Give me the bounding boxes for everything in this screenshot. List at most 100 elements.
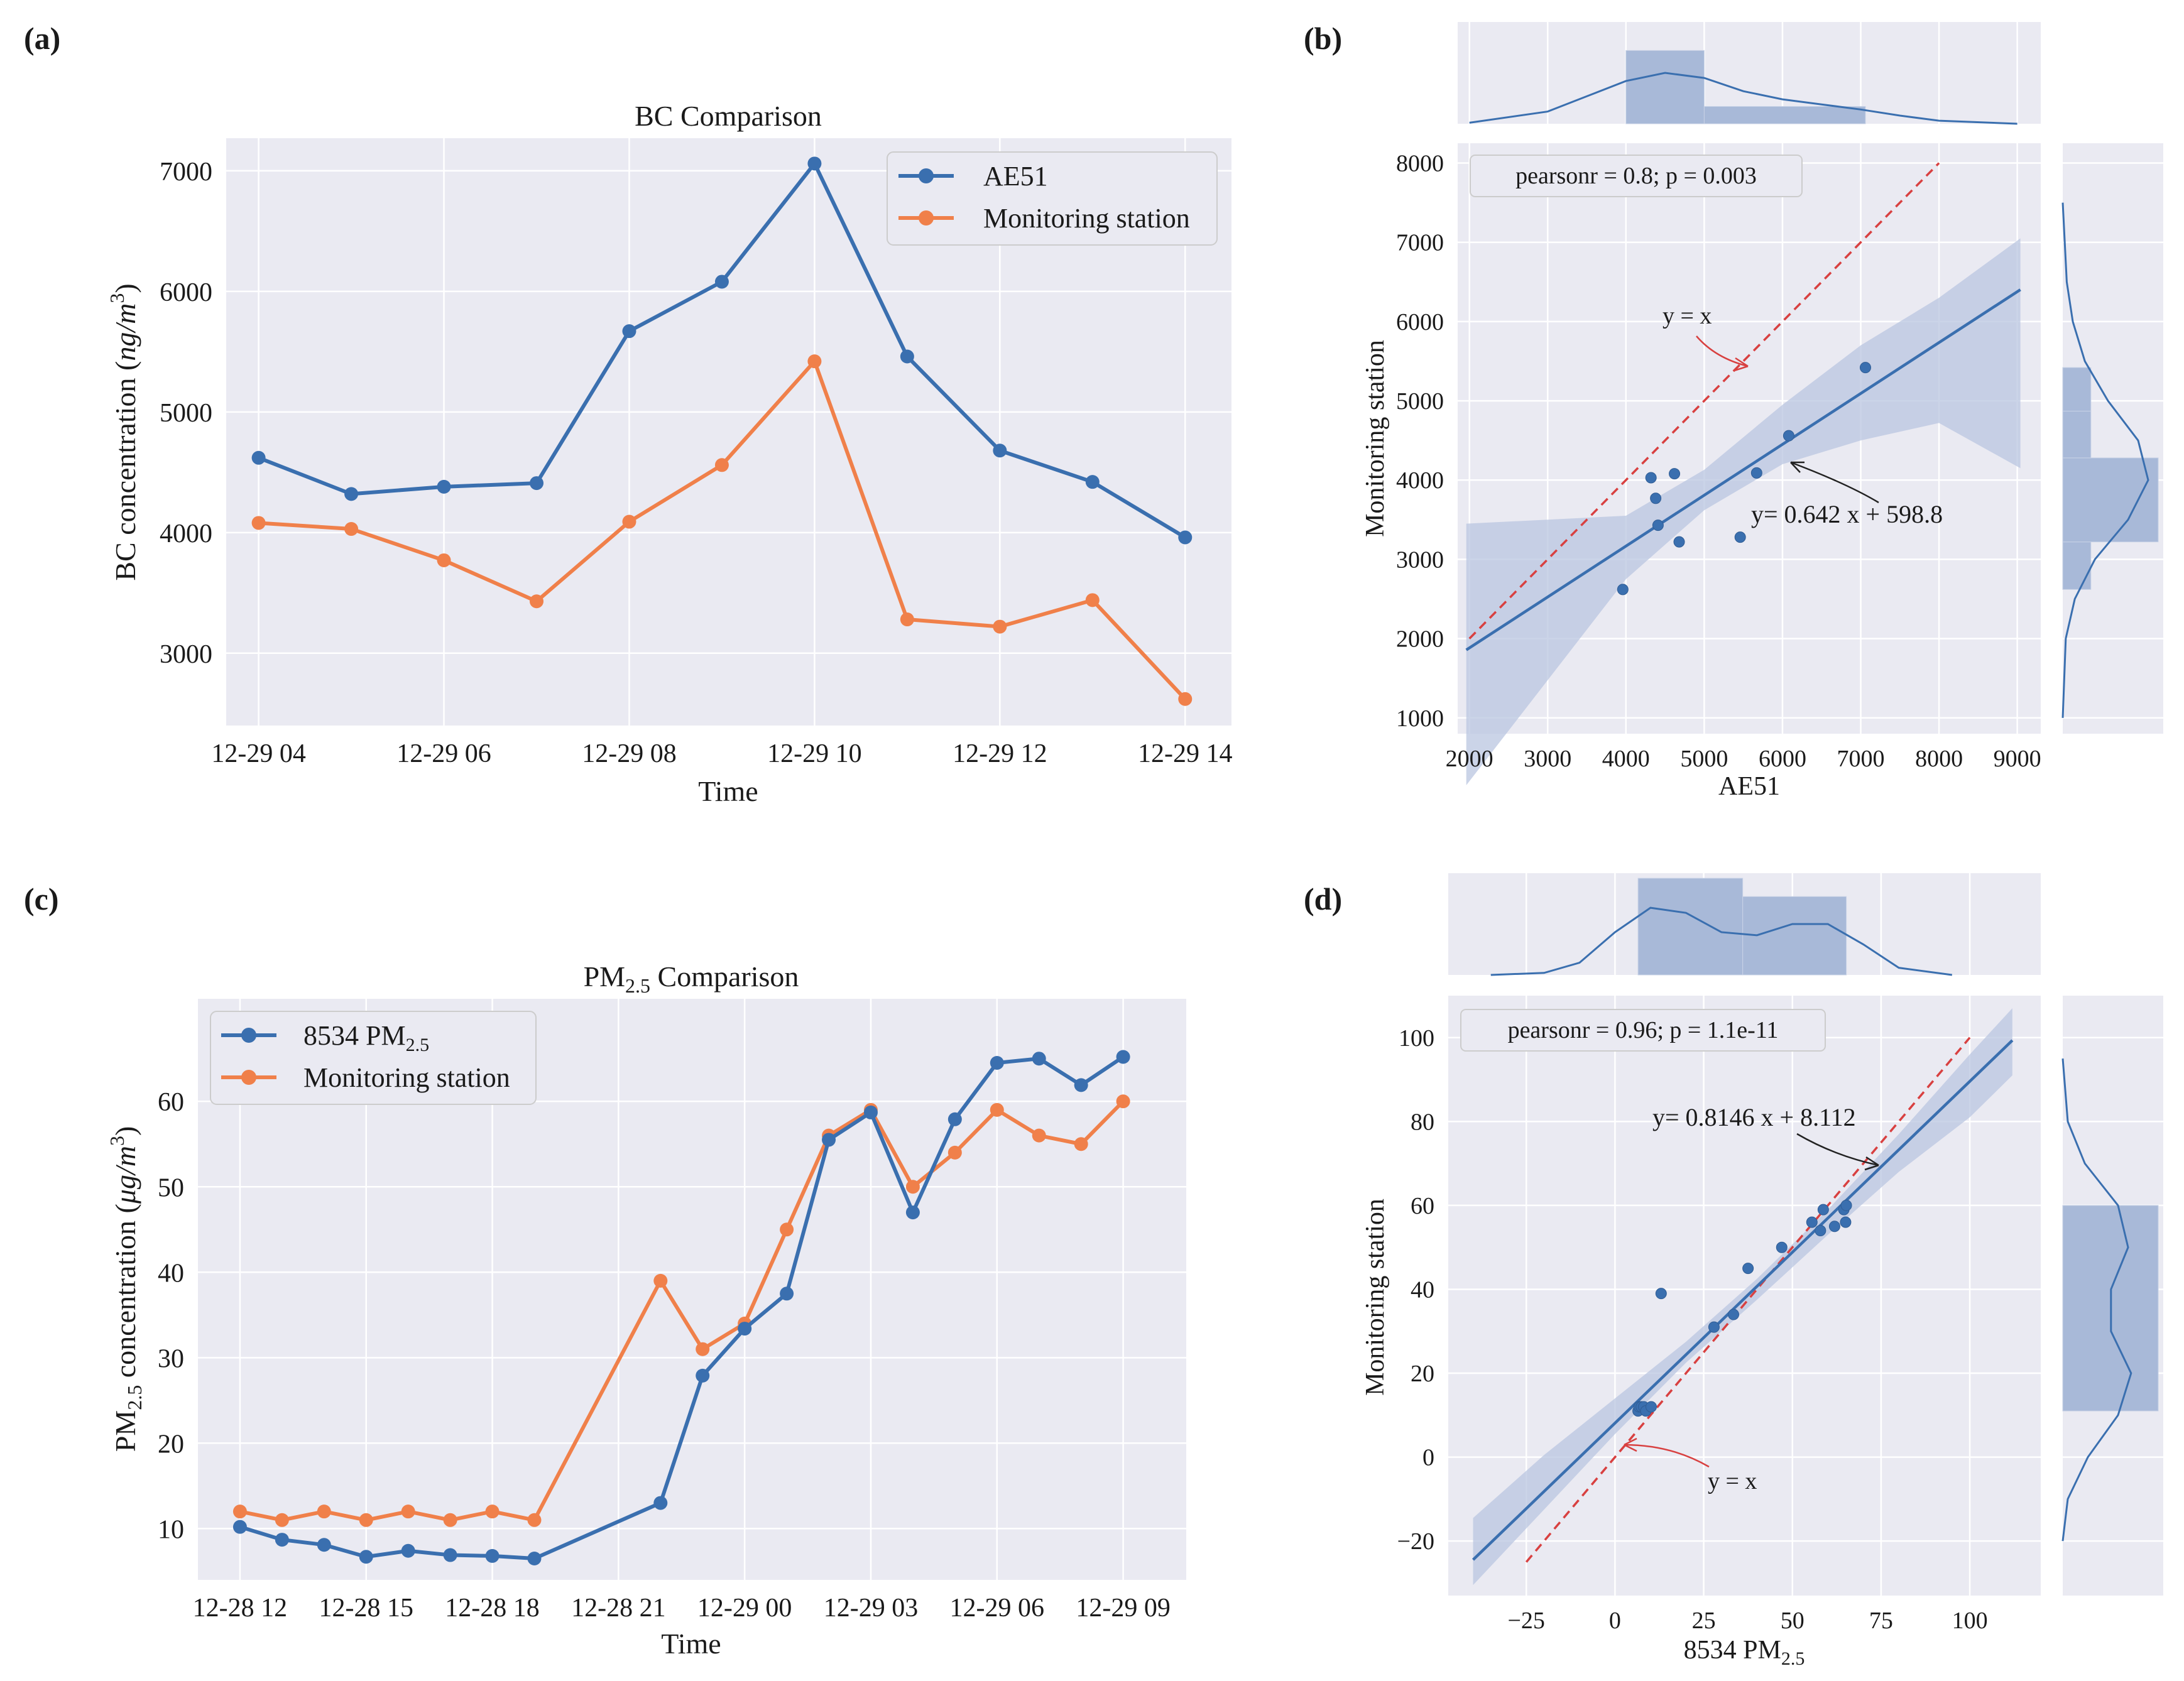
data-point	[344, 487, 359, 501]
x-tick-label: 75	[1869, 1608, 1893, 1634]
scatter-point	[1840, 1216, 1852, 1228]
chart-b-ylabel: Monitoring station	[1361, 340, 1390, 537]
x-tick-label: 12-29 09	[1076, 1594, 1171, 1623]
y-tick-label: 3000	[160, 640, 212, 669]
y-tick-label: 80	[1411, 1109, 1434, 1135]
x-tick-label: 12-29 10	[767, 739, 862, 768]
chart-b-top-histogram	[1468, 22, 2018, 125]
chart-a-series	[251, 156, 1193, 706]
scatter-point	[1727, 1308, 1739, 1320]
scatter-point	[1859, 362, 1871, 374]
x-tick-label: 5000	[1680, 746, 1728, 772]
data-point	[696, 1342, 710, 1356]
data-point	[622, 324, 636, 339]
legend-label-monitoring: Monitoring station	[303, 1062, 510, 1093]
y-tick-label: 7000	[160, 158, 212, 187]
kde-curve	[1490, 906, 1953, 976]
x-tick-label: 12-28 12	[193, 1594, 288, 1623]
y-tick-label: 40	[158, 1259, 184, 1288]
y-tick-label: 60	[158, 1088, 184, 1117]
kde-curve	[2061, 202, 2149, 718]
x-tick-label: 12-28 21	[571, 1594, 666, 1623]
x-tick-label: 9000	[1994, 746, 2041, 772]
x-tick-label: 12-29 14	[1138, 739, 1233, 768]
scatter-point	[1815, 1224, 1826, 1236]
kde-curve	[1469, 72, 2017, 125]
y-tick-label: 60	[1411, 1193, 1434, 1219]
x-tick-label: 25	[1692, 1608, 1716, 1634]
data-point	[251, 450, 266, 465]
x-tick-label: 12-29 12	[953, 739, 1047, 768]
x-tick-label: 12-29 08	[582, 739, 677, 768]
scatter-point	[1645, 1401, 1657, 1413]
histogram-bar	[1703, 106, 1866, 124]
chart-b-regression-arrowhead	[1790, 461, 1805, 473]
series-line	[239, 1055, 1125, 1560]
scatter-point	[1750, 467, 1762, 479]
scatter-point	[1617, 584, 1629, 596]
chart-d-regression-arrowhead	[1864, 1156, 1879, 1171]
data-point	[232, 1504, 247, 1519]
data-point	[780, 1287, 794, 1301]
y-tick-label: 7000	[1396, 230, 1444, 256]
data-point	[900, 349, 914, 364]
data-point	[437, 479, 451, 494]
histogram-bar	[1625, 50, 1705, 124]
x-tick-label: −25	[1508, 1608, 1545, 1634]
data-point	[1085, 593, 1100, 607]
chart-b-ticks: 2000 3000 4000 5000 6000 7000 8000 900010002000…	[1396, 151, 2041, 772]
chart-b-grid	[1458, 143, 2041, 734]
scatter-point	[1742, 1263, 1754, 1275]
y-tick-label: −20	[1397, 1528, 1434, 1555]
data-point	[1085, 475, 1100, 489]
data-point	[251, 516, 266, 530]
scatter-point	[1734, 531, 1746, 543]
data-point	[232, 1520, 247, 1534]
chart-a-xlabel: Time	[698, 775, 758, 807]
panel-label-c: (c)	[24, 881, 59, 917]
data-point	[1116, 1094, 1130, 1109]
data-point	[990, 1056, 1004, 1070]
chart-c-title: PM2.5 Comparison	[584, 960, 799, 997]
scatter-point	[1673, 536, 1685, 548]
histogram-bar	[2062, 541, 2092, 590]
chart-c-xlabel: Time	[661, 1628, 721, 1660]
chart-c-series	[232, 1050, 1130, 1565]
panel-label-a: (a)	[24, 21, 60, 56]
regression-line	[1465, 288, 2021, 651]
chart-b-stats-text: pearsonr = 0.8; p = 0.003	[1515, 163, 1757, 189]
chart-d-identity-arrow	[1624, 1444, 1710, 1468]
x-tick-label: 12-29 03	[824, 1594, 919, 1623]
data-point	[1074, 1078, 1088, 1092]
chart-b-stats-box	[1470, 155, 1803, 197]
legend-marker-8534	[241, 1028, 256, 1043]
kde-curve	[2061, 1058, 2132, 1542]
chart-b-identity-label: y = x	[1663, 303, 1712, 329]
chart-d-identity-label: y = x	[1708, 1468, 1757, 1494]
legend-box	[887, 151, 1218, 246]
histogram-bar	[2062, 367, 2092, 411]
data-point	[653, 1273, 668, 1288]
chart-c-ticks: 10 20 30 40 50 60 12-28 12 12-28 15 12-28 18 12-2…	[158, 1088, 1171, 1623]
chart-b-right-histogram	[2061, 162, 2163, 719]
y-tick-label: 5000	[160, 399, 212, 428]
y-tick-label: 2000	[1396, 626, 1444, 653]
data-point	[530, 476, 544, 491]
data-point	[822, 1133, 836, 1147]
x-tick-label: 12-29 04	[211, 739, 306, 768]
scatter-point	[1840, 1199, 1852, 1211]
data-point	[947, 1112, 962, 1126]
chart-d-regression-label: y= 0.8146 x + 8.112	[1652, 1103, 1856, 1131]
chart-a-ticks: 3000 4000 5000 6000 7000 12-29 04 12-29 06 12-2…	[160, 158, 1233, 768]
scatter-point	[1655, 1288, 1667, 1300]
chart-b-regression-arrow	[1790, 461, 1879, 504]
regression-line	[1471, 1039, 2014, 1561]
legend-label-8534: 8534 PM2.5	[303, 1020, 429, 1055]
chart-d-body	[1471, 1008, 2014, 1586]
y-tick-label: 100	[1399, 1025, 1434, 1052]
scatter-point	[1776, 1241, 1788, 1253]
x-tick-label: 6000	[1759, 746, 1806, 772]
data-point	[1032, 1052, 1046, 1066]
y-tick-label: 6000	[160, 278, 212, 307]
histogram-bar	[1742, 896, 1847, 976]
